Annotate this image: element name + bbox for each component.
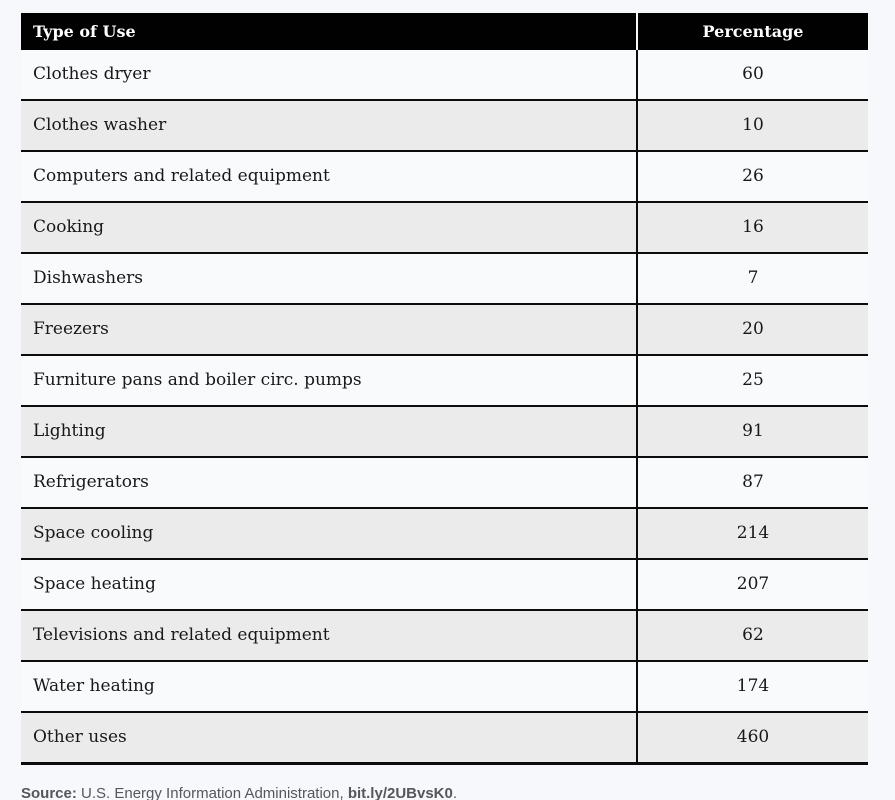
table-row: Dishwashers 7 bbox=[21, 252, 868, 304]
table-row: Other uses 460 bbox=[21, 711, 868, 765]
source-suffix: . bbox=[452, 785, 458, 800]
table-row: Space cooling 214 bbox=[21, 507, 868, 559]
percentage-cell: 10 bbox=[637, 99, 868, 151]
header-row: Type of Use Percentage bbox=[21, 13, 868, 50]
percentage-cell: 91 bbox=[637, 405, 868, 457]
table-row: Televisions and related equipment 62 bbox=[21, 609, 868, 661]
table-row: Freezers 20 bbox=[21, 303, 868, 355]
header-percentage: Percentage bbox=[637, 13, 868, 50]
type-of-use-cell: Other uses bbox=[21, 711, 638, 765]
table-row: Space heating 207 bbox=[21, 558, 868, 610]
source-url: bit.ly/2UBvsK0 bbox=[347, 785, 453, 800]
type-of-use-cell: Lighting bbox=[21, 405, 638, 457]
table-row: Lighting 91 bbox=[21, 405, 868, 457]
table-row: Clothes dryer 60 bbox=[21, 50, 868, 100]
source-text: U.S. Energy Information Administration, bbox=[76, 785, 348, 800]
source-line: Source: U.S. Energy Information Administ… bbox=[21, 785, 895, 800]
type-of-use-cell: Televisions and related equipment bbox=[21, 609, 638, 661]
percentage-cell: 87 bbox=[637, 456, 868, 508]
type-of-use-cell: Dishwashers bbox=[21, 252, 638, 304]
percentage-cell: 26 bbox=[637, 150, 868, 202]
type-of-use-cell: Refrigerators bbox=[21, 456, 638, 508]
table-row: Refrigerators 87 bbox=[21, 456, 868, 508]
table-row: Clothes washer 10 bbox=[21, 99, 868, 151]
source-label: Source: bbox=[21, 785, 77, 800]
type-of-use-cell: Space cooling bbox=[21, 507, 638, 559]
type-of-use-cell: Cooking bbox=[21, 201, 638, 253]
type-of-use-cell: Computers and related equipment bbox=[21, 150, 638, 202]
table-row: Furniture pans and boiler circ. pumps 25 bbox=[21, 354, 868, 406]
percentage-cell: 214 bbox=[637, 507, 868, 559]
percentage-cell: 207 bbox=[637, 558, 868, 610]
percentage-cell: 20 bbox=[637, 303, 868, 355]
percentage-cell: 62 bbox=[637, 609, 868, 661]
table-header: Type of Use Percentage bbox=[21, 13, 868, 50]
type-of-use-cell: Freezers bbox=[21, 303, 638, 355]
percentage-cell: 7 bbox=[637, 252, 868, 304]
type-of-use-cell: Space heating bbox=[21, 558, 638, 610]
table-row: Water heating 174 bbox=[21, 660, 868, 712]
type-of-use-cell: Water heating bbox=[21, 660, 638, 712]
percentage-cell: 174 bbox=[637, 660, 868, 712]
type-of-use-cell: Clothes washer bbox=[21, 99, 638, 151]
energy-use-table: Type of Use Percentage Clothes dryer 60 … bbox=[21, 13, 868, 765]
percentage-cell: 25 bbox=[637, 354, 868, 406]
table-row: Cooking 16 bbox=[21, 201, 868, 253]
percentage-cell: 460 bbox=[637, 711, 868, 765]
percentage-cell: 60 bbox=[637, 50, 868, 100]
type-of-use-cell: Furniture pans and boiler circ. pumps bbox=[21, 354, 638, 406]
percentage-cell: 16 bbox=[637, 201, 868, 253]
type-of-use-cell: Clothes dryer bbox=[21, 50, 638, 100]
header-type-of-use: Type of Use bbox=[21, 13, 638, 50]
table-row: Computers and related equipment 26 bbox=[21, 150, 868, 202]
table-body: Clothes dryer 60 Clothes washer 10 Compu… bbox=[21, 50, 868, 765]
